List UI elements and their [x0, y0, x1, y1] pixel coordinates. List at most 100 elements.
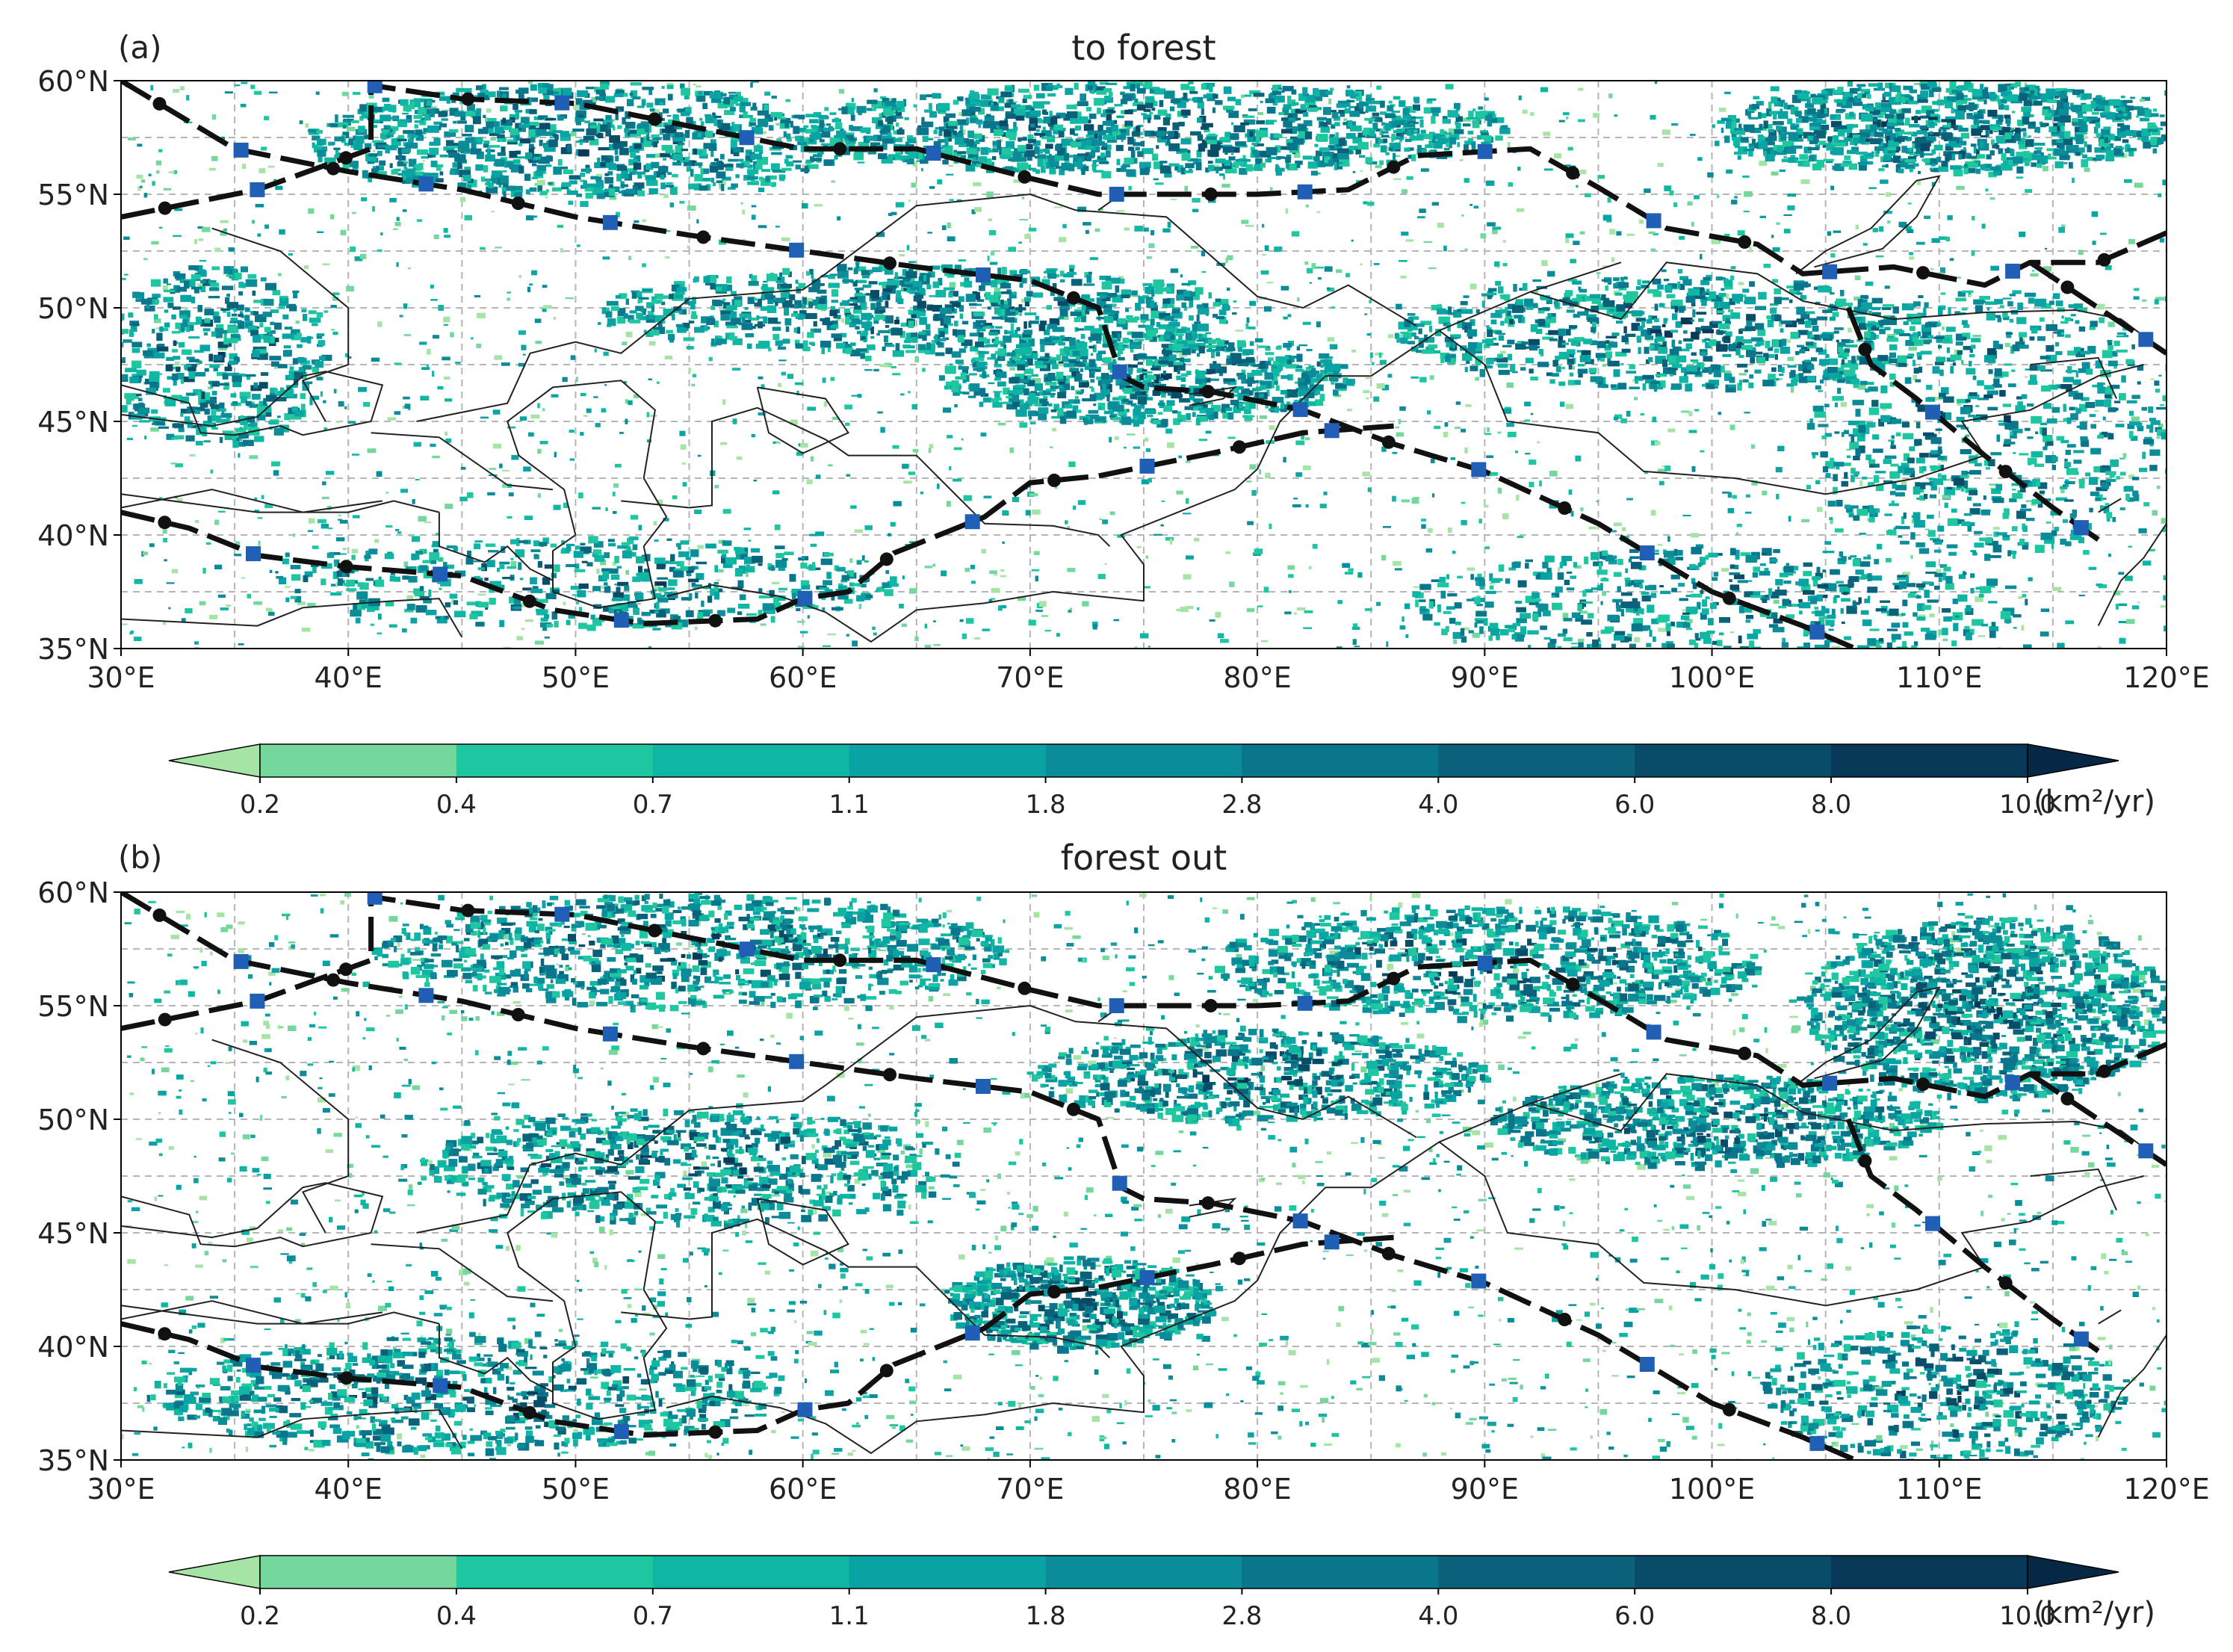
change-pixel: [1677, 269, 1683, 273]
change-pixel: [515, 111, 519, 119]
change-pixel: [873, 318, 879, 324]
change-pixel: [1924, 215, 1930, 219]
change-pixel: [370, 623, 374, 626]
change-pixel: [1350, 93, 1359, 99]
change-pixel: [1570, 643, 1578, 645]
change-pixel: [604, 177, 613, 184]
change-pixel: [763, 131, 766, 134]
change-pixel: [1634, 637, 1641, 643]
change-pixel: [922, 368, 926, 372]
change-pixel: [1195, 162, 1202, 170]
change-pixel: [600, 162, 606, 167]
change-pixel: [2070, 105, 2081, 111]
change-pixel: [657, 499, 663, 505]
change-pixel: [1234, 164, 1239, 168]
change-pixel: [279, 229, 285, 235]
change-pixel: [1331, 123, 1334, 128]
change-pixel: [1759, 126, 1768, 131]
change-pixel: [158, 497, 163, 501]
change-pixel: [974, 637, 981, 640]
change-pixel: [1849, 111, 1854, 117]
change-pixel: [1029, 493, 1038, 497]
change-pixel: [1688, 430, 1697, 433]
change-pixel: [507, 426, 516, 429]
change-pixel: [503, 170, 507, 173]
change-pixel: [326, 528, 333, 530]
change-pixel: [1659, 480, 1664, 486]
change-pixel: [2131, 605, 2140, 610]
change-pixel: [332, 297, 339, 301]
change-pixel: [1323, 492, 1328, 495]
change-pixel: [175, 361, 180, 366]
change-pixel: [1975, 168, 1980, 174]
change-pixel: [2004, 83, 2011, 87]
change-pixel: [1236, 144, 1248, 148]
change-pixel: [1909, 167, 1913, 173]
change-pixel: [1002, 510, 1009, 516]
change-pixel: [1161, 500, 1165, 502]
change-pixel: [258, 168, 266, 173]
change-pixel: [529, 283, 533, 286]
change-pixel: [2125, 105, 2134, 111]
change-pixel: [346, 126, 356, 132]
change-pixel: [553, 166, 562, 175]
change-pixel: [2028, 135, 2031, 138]
change-pixel: [1385, 152, 1390, 155]
change-pixel: [2092, 241, 2096, 245]
change-pixel: [1502, 240, 1506, 243]
change-pixel: [989, 149, 993, 153]
change-pixel: [1475, 363, 1481, 366]
change-pixel: [1768, 130, 1777, 137]
change-pixel: [1917, 99, 1928, 103]
change-pixel: [1455, 121, 1459, 126]
change-pixel: [1270, 187, 1273, 191]
change-pixel: [247, 273, 256, 279]
change-pixel: [624, 128, 630, 133]
change-pixel: [1989, 127, 2002, 131]
change-pixel: [1602, 364, 1606, 367]
change-pixel: [1413, 122, 1419, 124]
change-pixel: [1779, 169, 1786, 172]
change-pixel: [359, 104, 367, 112]
change-pixel: [507, 141, 518, 145]
change-pixel: [1207, 98, 1215, 102]
change-pixel: [2007, 118, 2010, 127]
change-pixel: [545, 197, 548, 199]
change-pixel: [1700, 253, 1703, 260]
change-pixel: [914, 356, 920, 362]
change-pixel: [1962, 95, 1968, 98]
change-pixel: [1316, 107, 1322, 111]
change-pixel: [772, 490, 780, 495]
change-pixel: [1177, 111, 1185, 117]
change-pixel: [1947, 96, 1959, 102]
change-pixel: [2041, 95, 2052, 102]
change-pixel: [2061, 315, 2064, 319]
change-pixel: [1244, 94, 1252, 97]
change-pixel: [732, 418, 737, 424]
change-pixel: [815, 474, 821, 479]
change-pixel: [1908, 346, 1917, 351]
change-pixel: [232, 382, 242, 388]
change-pixel: [1921, 105, 1932, 114]
change-pixel: [1987, 109, 1998, 117]
change-pixel: [1826, 143, 1836, 151]
change-pixel: [1791, 126, 1798, 130]
change-pixel: [2133, 296, 2140, 300]
change-pixel: [892, 445, 899, 449]
change-pixel: [444, 131, 456, 137]
change-pixel: [377, 150, 383, 156]
change-pixel: [1109, 511, 1115, 516]
change-pixel: [1206, 134, 1218, 137]
change-pixel: [1038, 391, 1044, 396]
change-pixel: [679, 430, 686, 436]
change-pixel: [572, 129, 585, 132]
change-pixel: [1780, 133, 1787, 141]
change-pixel: [2073, 121, 2084, 126]
change-pixel: [642, 87, 654, 90]
change-pixel: [941, 225, 947, 230]
change-pixel: [430, 154, 436, 158]
change-pixel: [2157, 137, 2164, 145]
change-pixel: [1910, 554, 1913, 559]
change-pixel: [1915, 148, 1921, 155]
change-pixel: [475, 164, 483, 171]
